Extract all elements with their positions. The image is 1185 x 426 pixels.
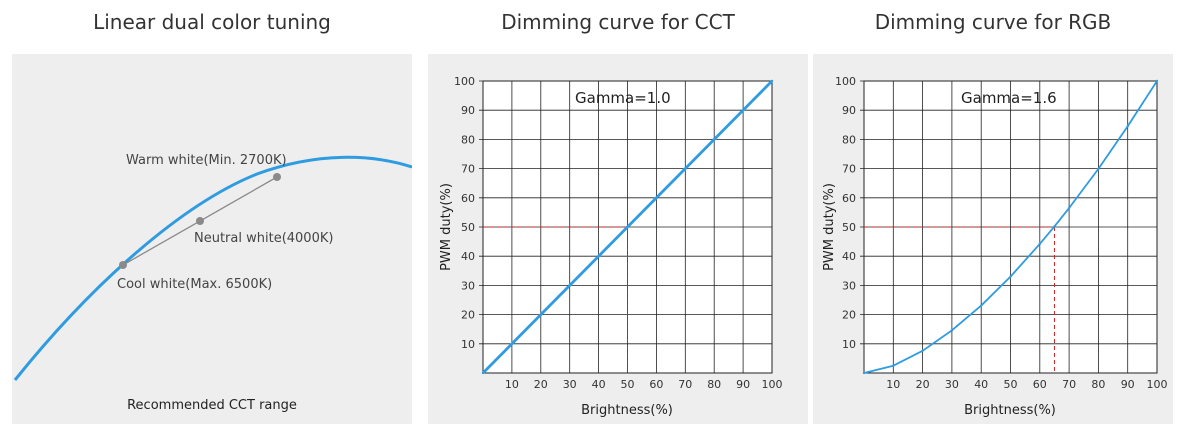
- reference-guides: [483, 226, 628, 373]
- series: [481, 79, 774, 375]
- warm-white-point: [273, 173, 281, 181]
- cct-curve: [13, 155, 412, 381]
- chart-title-rgb: Dimming curve for RGB: [874, 10, 1112, 34]
- y-tick-label: 20: [461, 309, 475, 322]
- tick-labels: 10 20 30 40 50 60 70 80 90 100 10 20 30 40 50 60 70 80 90 1…: [835, 75, 1168, 391]
- data-point: [770, 79, 774, 83]
- y-tick-label: 90: [842, 104, 856, 117]
- y-tick-label: 60: [461, 192, 475, 205]
- y-tick-label: 80: [842, 133, 856, 146]
- x-tick-label: 90: [736, 378, 750, 391]
- data-point: [892, 364, 895, 367]
- y-tick-label: 10: [842, 338, 856, 351]
- gamma-annotation: Gamma=1.0: [575, 89, 671, 107]
- data-point: [950, 329, 954, 332]
- cct-dimming-panel: 10 20 30 40 50 60 70 80 90 100 10 20 30 40 50 60 70 80 90 1…: [428, 54, 808, 424]
- data-point: [481, 371, 485, 375]
- y-tick-label: 10: [461, 338, 475, 351]
- data-point: [1009, 275, 1012, 278]
- series-line-0: [482, 80, 773, 374]
- cool-white-point: [119, 261, 127, 269]
- recommended-cct-caption: Recommended CCT range: [127, 398, 297, 413]
- reference-guides: [864, 226, 1055, 373]
- data-point: [1038, 242, 1041, 246]
- data-point: [1155, 79, 1159, 83]
- y-tick-label: 20: [842, 309, 856, 322]
- y-tick-label: 90: [461, 104, 475, 117]
- x-tick-label: 20: [916, 378, 930, 391]
- y-tick-label: 100: [454, 75, 475, 88]
- rgb-dimming-chart: 10 20 30 40 50 60 70 80 90 100 10 20 30 40 50 60 70 80 90 1…: [822, 75, 1168, 418]
- data-point: [980, 304, 983, 307]
- x-tick-label: 100: [762, 378, 783, 391]
- y-tick-label: 50: [461, 221, 475, 234]
- rgb-dimming-panel: 10 20 30 40 50 60 70 80 90 100 10 20 30 40 50 60 70 80 90 1…: [813, 54, 1173, 424]
- y-tick-label: 30: [461, 279, 475, 292]
- y-axis-label: PWM duty(%): [439, 183, 454, 271]
- x-tick-label: 30: [945, 378, 959, 391]
- data-point: [1067, 206, 1071, 210]
- data-point: [862, 371, 866, 375]
- y-tick-label: 50: [842, 221, 856, 234]
- x-tick-label: 80: [707, 378, 721, 391]
- x-tick-label: 40: [592, 378, 606, 391]
- x-tick-label: 30: [563, 378, 577, 391]
- x-tick-label: 60: [1033, 378, 1047, 391]
- series-line-0: [863, 80, 1158, 374]
- x-tick-label: 70: [1062, 378, 1076, 391]
- data-point: [1053, 225, 1056, 228]
- y-tick-label: 70: [842, 163, 856, 176]
- grid: [479, 80, 773, 373]
- chart-title-dual-color: Linear dual color tuning: [93, 10, 331, 34]
- data-point: [1126, 125, 1129, 128]
- x-tick-label: 10: [886, 378, 900, 391]
- x-tick-label: 10: [505, 378, 519, 391]
- y-tick-label: 40: [461, 250, 475, 263]
- x-axis-label: Brightness(%): [964, 403, 1056, 418]
- data-point: [1097, 167, 1100, 171]
- neutral-white-label: Neutral white(4000K): [194, 231, 333, 246]
- neutral-white-point: [196, 217, 204, 225]
- x-tick-label: 80: [1091, 378, 1105, 391]
- x-tick-label: 90: [1121, 378, 1135, 391]
- x-tick-label: 20: [534, 378, 548, 391]
- x-tick-label: 50: [621, 378, 635, 391]
- warm-white-label: Warm white(Min. 2700K): [126, 153, 287, 168]
- series: [862, 79, 1159, 375]
- x-tick-label: 40: [974, 378, 988, 391]
- cct-dimming-chart: 10 20 30 40 50 60 70 80 90 100 10 20 30 40 50 60 70 80 90 1…: [439, 75, 783, 418]
- x-axis-label: Brightness(%): [581, 403, 673, 418]
- x-tick-label: 50: [1004, 378, 1018, 391]
- dual-color-tuning-svg: Warm white(Min. 2700K) Neutral white(400…: [13, 153, 412, 413]
- y-tick-label: 60: [842, 192, 856, 205]
- y-tick-label: 100: [835, 75, 856, 88]
- y-tick-label: 30: [842, 279, 856, 292]
- data-point: [921, 349, 924, 353]
- gamma-annotation: Gamma=1.6: [961, 89, 1057, 107]
- x-tick-label: 70: [678, 378, 692, 391]
- x-tick-label: 100: [1147, 378, 1168, 391]
- cool-white-label: Cool white(Max. 6500K): [117, 277, 272, 292]
- x-tick-label: 60: [649, 378, 663, 391]
- tick-labels: 10 20 30 40 50 60 70 80 90 100 10 20 30 40 50 60 70 80 90 1…: [454, 75, 783, 391]
- y-tick-label: 40: [842, 250, 856, 263]
- y-tick-label: 80: [461, 133, 475, 146]
- y-tick-label: 70: [461, 163, 475, 176]
- dual-color-tuning-panel: Warm white(Min. 2700K) Neutral white(400…: [12, 54, 412, 424]
- chart-title-cct: Dimming curve for CCT: [501, 10, 735, 34]
- y-axis-label: PWM duty(%): [822, 183, 837, 271]
